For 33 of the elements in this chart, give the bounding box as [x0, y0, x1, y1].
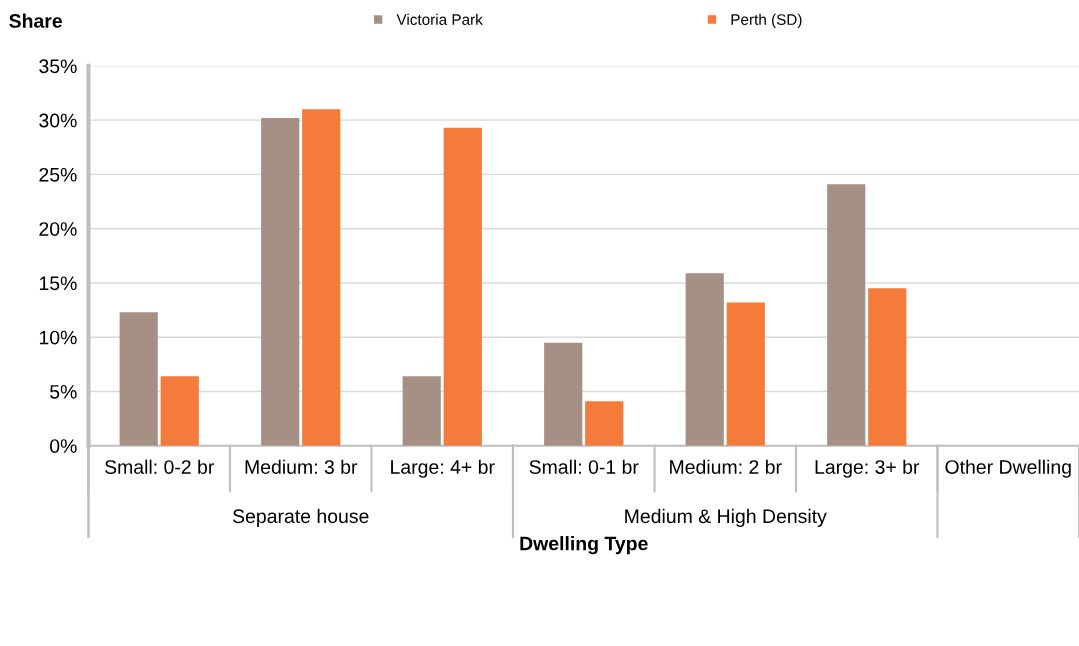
x-tick-label: Small: 0-2 br [105, 459, 215, 474]
bar [302, 109, 341, 446]
bar [827, 184, 866, 446]
x-tick-label: Medium: 2 br [670, 459, 782, 474]
bar [261, 117, 300, 446]
bar [402, 376, 441, 446]
bar [868, 288, 907, 446]
x-tick-label: Large: 4+ br [391, 459, 495, 478]
y-tick-label: 0% [50, 439, 77, 453]
text: Separate house [232, 508, 369, 527]
y-tick-label: 15% [39, 276, 77, 291]
legend-label: Victoria Park [396, 13, 483, 25]
bar [685, 273, 724, 446]
bar [443, 127, 482, 446]
y-tick-label: 20% [39, 222, 77, 236]
legend-label: Perth (SD) [731, 13, 802, 28]
y-tick-label: 10% [39, 330, 77, 345]
y-tick-label: 5% [50, 385, 77, 399]
y-tick-label: 35% [39, 59, 77, 74]
bar [585, 401, 624, 446]
x-tick-label: Other Dwelling [945, 459, 1071, 478]
bar [119, 312, 158, 446]
y-axis-title: Share [9, 13, 63, 28]
x-tick-label: Small: 0-1 br [529, 459, 639, 474]
y-tick-label: 25% [39, 167, 77, 182]
y-tick-label: 30% [39, 113, 77, 128]
bar [160, 376, 199, 446]
bar [544, 342, 583, 446]
bar [726, 302, 765, 446]
x-axis-title: Dwelling Type [520, 536, 648, 555]
x-tick-label: Medium: 3 br [245, 459, 358, 474]
text: Medium & High Density [625, 508, 827, 527]
x-tick-label: Large: 3+ br [815, 459, 920, 478]
